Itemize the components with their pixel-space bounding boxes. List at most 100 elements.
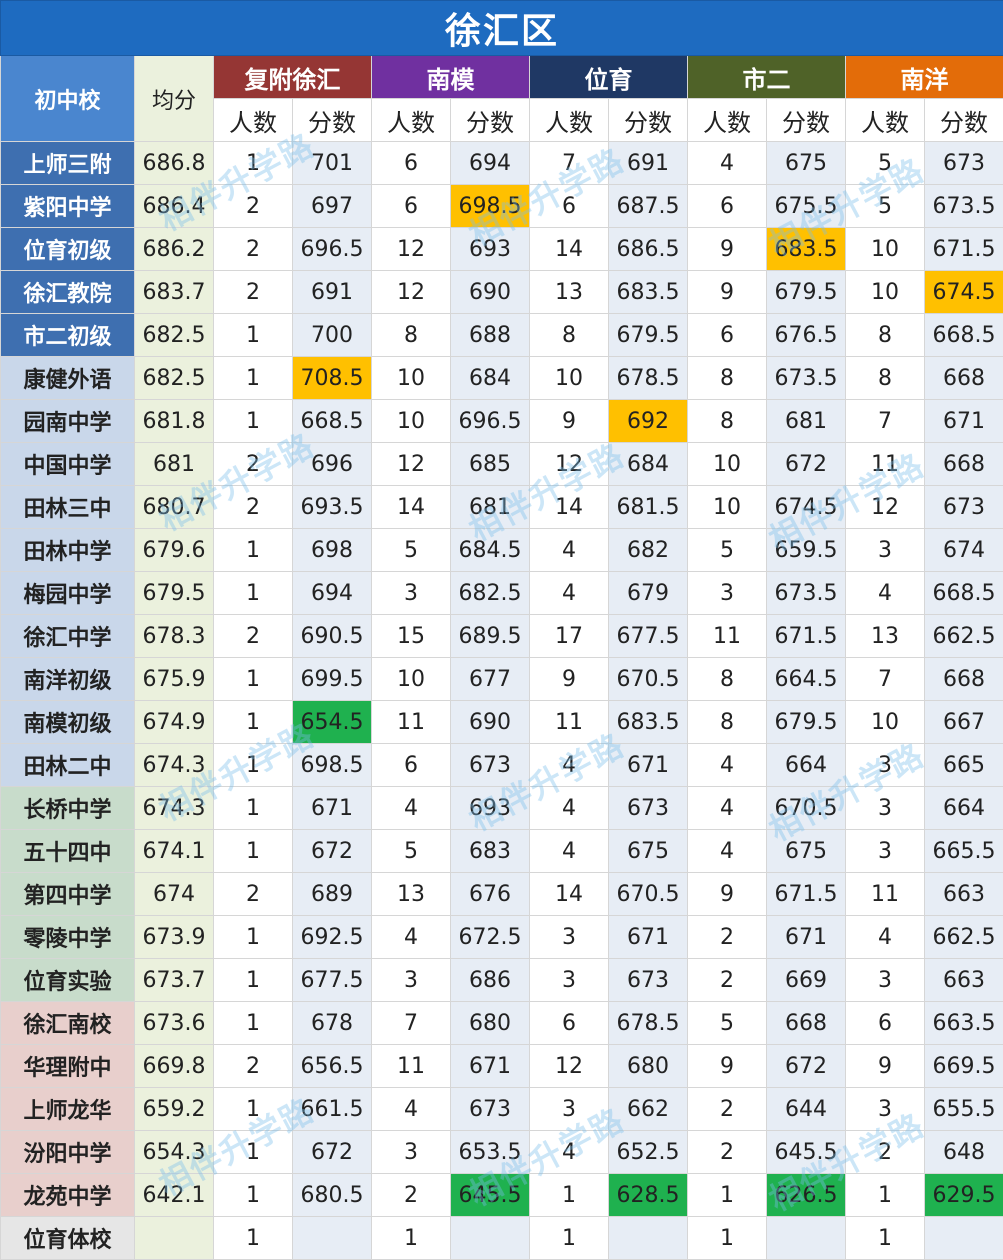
student-count: 12 [845, 485, 925, 529]
student-count: 13 [371, 872, 451, 916]
student-count: 10 [845, 700, 925, 744]
header-count: 人数 [371, 98, 451, 142]
header-score: 分数 [923, 98, 1003, 142]
student-count: 5 [371, 528, 451, 572]
student-count: 3 [687, 571, 767, 615]
student-count: 14 [529, 485, 609, 529]
cutoff-score: 629.5 [923, 1173, 1003, 1217]
cutoff-score: 681.5 [608, 485, 688, 529]
student-count: 1 [213, 1001, 293, 1045]
cutoff-score: 691 [608, 141, 688, 185]
cutoff-score: 667 [923, 700, 1003, 744]
student-count: 12 [371, 227, 451, 271]
school-name: 汾阳中学 [0, 1130, 135, 1174]
student-count: 6 [845, 1001, 925, 1045]
cutoff-score: 680 [450, 1001, 530, 1045]
cutoff-score: 671 [608, 743, 688, 787]
average-score: 686.8 [134, 141, 214, 185]
school-name: 徐汇南校 [0, 1001, 135, 1045]
student-count: 1 [213, 915, 293, 959]
cutoff-score: 668.5 [292, 399, 372, 443]
student-count: 4 [687, 829, 767, 873]
average-score: 674.1 [134, 829, 214, 873]
table-row: 田林中学 679.6 1 698 5 684.5 4 682 5 659.5 3 674 [0, 528, 1003, 572]
student-count: 1 [213, 786, 293, 830]
student-count: 4 [529, 743, 609, 787]
student-count: 2 [371, 1173, 451, 1217]
cutoff-score: 675 [608, 829, 688, 873]
school-name: 中国中学 [0, 442, 135, 486]
student-count: 8 [687, 356, 767, 400]
cutoff-score: 668 [766, 1001, 846, 1045]
cutoff-score: 671 [608, 915, 688, 959]
student-count: 4 [687, 141, 767, 185]
student-count: 1 [371, 1216, 451, 1260]
cutoff-score: 696 [292, 442, 372, 486]
student-count: 3 [371, 571, 451, 615]
student-count: 3 [845, 958, 925, 1002]
cutoff-score: 674 [923, 528, 1003, 572]
cutoff-score: 672 [766, 442, 846, 486]
cutoff-score: 645.5 [450, 1173, 530, 1217]
student-count: 1 [213, 1087, 293, 1131]
student-count: 5 [687, 1001, 767, 1045]
school-name: 康健外语 [0, 356, 135, 400]
table-row: 田林三中 680.7 2 693.5 14 681 14 681.5 10 674.5 12 673 [0, 485, 1003, 529]
cutoff-score: 676 [450, 872, 530, 916]
header-group-2: 位育 [529, 55, 688, 99]
table-row: 零陵中学 673.9 1 692.5 4 672.5 3 671 2 671 4 662.5 [0, 915, 1003, 959]
cutoff-score: 661.5 [292, 1087, 372, 1131]
student-count: 1 [213, 313, 293, 357]
cutoff-score: 674.5 [923, 270, 1003, 314]
average-score: 682.5 [134, 356, 214, 400]
student-count: 4 [845, 915, 925, 959]
average-score: 674.9 [134, 700, 214, 744]
student-count: 1 [213, 657, 293, 701]
cutoff-score: 673 [450, 743, 530, 787]
cutoff-score: 668.5 [923, 313, 1003, 357]
cutoff-score: 671.5 [766, 872, 846, 916]
cutoff-score: 691 [292, 270, 372, 314]
cutoff-score: 675.5 [766, 184, 846, 228]
table-row: 市二初级 682.5 1 700 8 688 8 679.5 6 676.5 8 668.5 [0, 313, 1003, 357]
school-name: 南洋初级 [0, 657, 135, 701]
table-row: 康健外语 682.5 1 708.5 10 684 10 678.5 8 673.5 8 668 [0, 356, 1003, 400]
student-count: 1 [213, 743, 293, 787]
school-name: 长桥中学 [0, 786, 135, 830]
cutoff-score: 648 [923, 1130, 1003, 1174]
student-count: 14 [529, 872, 609, 916]
header-score: 分数 [766, 98, 846, 142]
cutoff-score: 698.5 [450, 184, 530, 228]
header-count: 人数 [529, 98, 609, 142]
student-count: 4 [687, 743, 767, 787]
cutoff-score: 693 [450, 786, 530, 830]
cutoff-score: 671 [923, 399, 1003, 443]
cutoff-score: 668 [923, 657, 1003, 701]
cutoff-score: 673 [608, 786, 688, 830]
cutoff-score: 626.5 [766, 1173, 846, 1217]
student-count: 3 [845, 829, 925, 873]
student-count: 1 [213, 571, 293, 615]
student-count: 6 [687, 313, 767, 357]
student-count: 9 [687, 227, 767, 271]
student-count: 1 [213, 399, 293, 443]
cutoff-score: 655.5 [923, 1087, 1003, 1131]
table-row: 华理附中 669.8 2 656.5 11 671 12 680 9 672 9 669.5 [0, 1044, 1003, 1088]
student-count: 2 [213, 614, 293, 658]
cutoff-score: 679.5 [608, 313, 688, 357]
header-group-4: 南洋 [844, 55, 1003, 99]
cutoff-score: 671 [766, 915, 846, 959]
table-row: 上师三附 686.8 1 701 6 694 7 691 4 675 5 673 [0, 141, 1003, 185]
cutoff-score: 693 [450, 227, 530, 271]
student-count: 4 [845, 571, 925, 615]
cutoff-score: 698.5 [292, 743, 372, 787]
cutoff-score: 676.5 [766, 313, 846, 357]
average-score: 654.3 [134, 1130, 214, 1174]
student-count: 11 [529, 700, 609, 744]
average-score: 673.6 [134, 1001, 214, 1045]
school-name: 上师三附 [0, 141, 135, 185]
cutoff-score: 679 [608, 571, 688, 615]
cutoff-score: 673 [923, 485, 1003, 529]
student-count: 2 [687, 1130, 767, 1174]
